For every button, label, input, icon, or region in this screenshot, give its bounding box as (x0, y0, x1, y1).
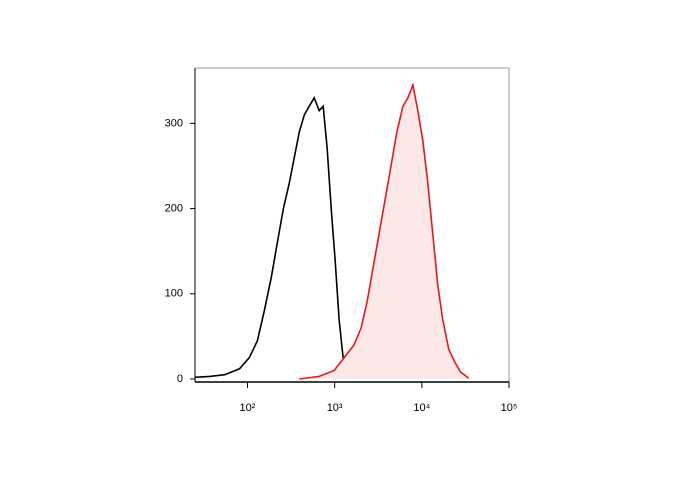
area (299, 85, 469, 379)
x-tick-label: 10⁴ (413, 402, 430, 414)
x-tick-label: 10⁵ (501, 402, 518, 414)
x-tick-label: 10² (240, 402, 256, 414)
y-tick-label: 100 (165, 288, 183, 300)
histogram-line (194, 95, 375, 379)
x-tick-label: 10³ (327, 402, 343, 414)
y-tick-label: 0 (177, 373, 183, 385)
y-tick-label: 200 (165, 202, 183, 214)
histogram-line (299, 82, 470, 380)
y-tick-label: 300 (165, 117, 183, 129)
